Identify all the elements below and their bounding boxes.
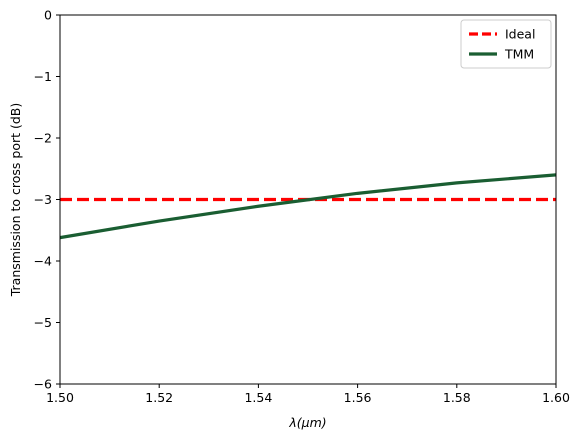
x-axis-label: λ(μm) [288,415,326,430]
x-tick-label: 1.52 [145,390,173,405]
legend-label-tmm: TMM [504,47,534,62]
x-axis-label-variable: λ [288,415,296,430]
series-line-tmm [59,173,557,240]
x-tick-label: 1.50 [46,390,74,405]
y-tick-label: −2 [34,131,52,146]
legend-box [460,19,552,69]
y-tick-label: −5 [34,315,52,330]
x-tick-label: 1.60 [542,390,570,405]
legend-label-ideal: Ideal [505,27,535,42]
y-axis: 0 −1 −2 −3 −4 −5 −6 [34,8,60,392]
y-tick-label: −6 [34,377,52,392]
series-layer [59,173,557,240]
x-tick-label: 1.56 [344,390,372,405]
y-tick-label: −3 [34,192,52,207]
y-tick-label: −4 [34,254,52,269]
y-tick-label: −1 [34,69,52,84]
y-tick-label: 0 [44,8,52,23]
x-axis-label-unit: (μm) [297,415,327,430]
legend: Ideal TMM [460,19,552,69]
y-axis-label: Transmission to cross port (dB) [8,103,23,298]
x-tick-label: 1.54 [244,390,272,405]
x-tick-label: 1.58 [443,390,471,405]
x-axis: 1.50 1.52 1.54 1.56 1.58 1.60 [46,384,570,405]
